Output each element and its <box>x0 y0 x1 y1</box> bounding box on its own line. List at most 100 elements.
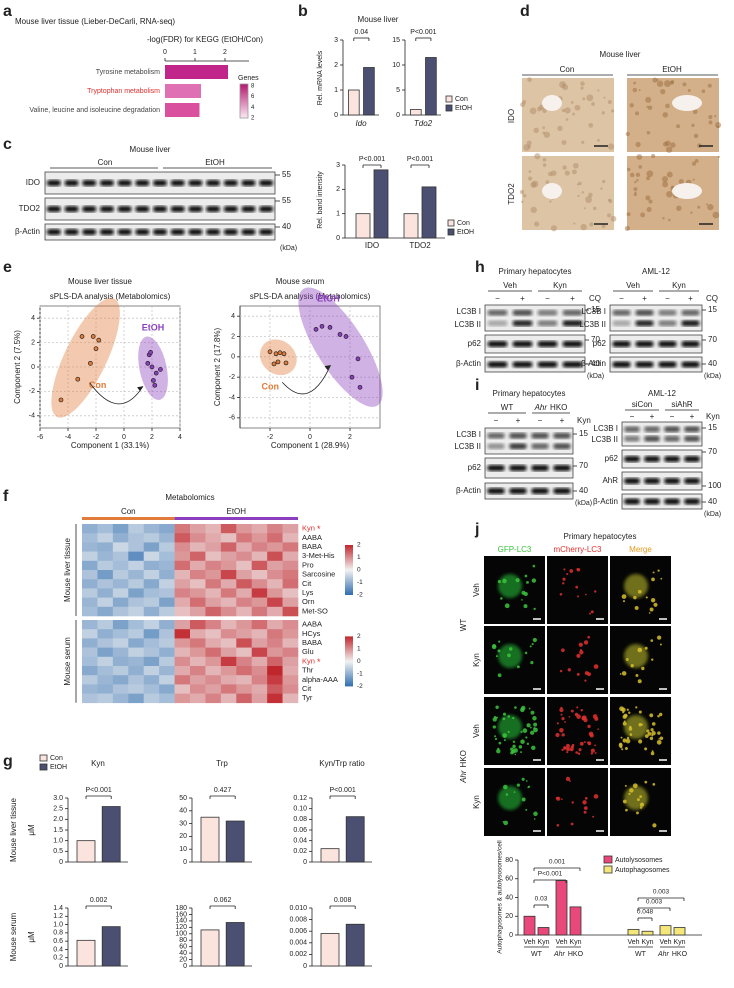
tissue-texture <box>533 127 539 134</box>
heatmap-cell <box>174 588 191 598</box>
puncta <box>492 725 496 729</box>
p-value: P<0.001 <box>329 787 355 794</box>
y-tick-label: 0.010 <box>289 905 307 912</box>
blot-band <box>684 478 700 484</box>
bar <box>320 933 340 967</box>
tissue-texture <box>676 124 681 129</box>
tissue-texture <box>635 172 641 177</box>
heatmap-cell <box>128 579 145 589</box>
blot-band <box>624 426 640 433</box>
tissue-texture <box>528 170 532 173</box>
tissue-texture <box>564 107 571 114</box>
heatmap-cell <box>143 647 160 658</box>
blot-band <box>487 320 508 327</box>
heatmap-cell <box>128 533 145 543</box>
heatmap-cell <box>97 597 114 608</box>
heatmap-cell <box>220 684 237 694</box>
blot-band <box>188 206 203 212</box>
y-tick-label: 3 <box>336 162 340 169</box>
puncta <box>576 568 579 571</box>
blot-band <box>487 443 505 450</box>
y-tick-label: 1 <box>336 211 340 218</box>
heatmap-cell <box>282 638 299 648</box>
heatmap-cell <box>82 684 98 694</box>
x-tick-label: Kyn <box>673 939 685 946</box>
x-tick-label: -4 <box>65 434 71 441</box>
heatmap-cell <box>97 684 114 694</box>
highlight-marker: * <box>317 524 321 534</box>
heatmap-cell <box>220 606 237 617</box>
blot-band <box>644 426 660 433</box>
heatmap-cell <box>220 542 237 552</box>
tissue-texture <box>597 89 600 92</box>
heatmap-cell <box>159 560 175 571</box>
category-label: Tryptophan metabolism <box>87 88 160 95</box>
heatmap-cell <box>143 551 160 562</box>
blot-band <box>99 180 114 186</box>
label: Mouse liver <box>358 15 399 24</box>
puncta <box>592 815 595 818</box>
heatmap-cell <box>190 693 206 704</box>
y-tick-label: 60 <box>179 944 187 951</box>
tissue-texture <box>578 181 582 186</box>
tissue-texture <box>593 206 597 211</box>
tissue-texture <box>607 198 611 202</box>
colorbar <box>239 83 249 119</box>
marker-label: 40 <box>591 359 600 368</box>
tissue-texture <box>573 222 576 225</box>
heatmap-cell <box>220 588 237 598</box>
label: WT <box>531 951 543 958</box>
puncta <box>560 713 563 716</box>
puncta <box>494 735 497 738</box>
heatmap-cell <box>267 524 283 534</box>
blot-row-label: p62 <box>605 454 619 463</box>
puncta <box>526 580 529 584</box>
heatmap-cell <box>159 620 175 630</box>
puncta <box>533 722 538 727</box>
blot-band <box>658 309 677 316</box>
puncta <box>521 590 526 595</box>
heatmap-cell <box>220 597 237 608</box>
y-tick-label: 2 <box>231 333 235 340</box>
heatmap-cell <box>190 638 206 648</box>
colorbar <box>345 636 353 687</box>
row-label: Tyr <box>302 693 313 702</box>
heatmap-cell <box>220 620 237 630</box>
blot-band <box>612 309 631 316</box>
block-label: Mouse serum <box>63 637 72 686</box>
blot-band <box>509 432 527 439</box>
genotype-label: AhrHKO <box>459 750 468 784</box>
heatmap-cell <box>143 675 160 685</box>
tissue-texture <box>603 96 606 99</box>
heatmap-cell <box>112 551 129 562</box>
tissue-texture <box>527 77 532 82</box>
heatmap-cell <box>112 629 129 639</box>
panel-letter: h <box>475 259 485 276</box>
y-axis-label: Component 2 (7.5%) <box>13 330 22 404</box>
tissue-texture <box>634 191 637 194</box>
heatmap-cell <box>82 656 98 667</box>
tissue-texture <box>682 82 687 87</box>
puncta <box>497 580 502 584</box>
vessel <box>542 183 562 199</box>
heatmap-cell <box>267 675 283 685</box>
heatmap-cell <box>128 588 145 598</box>
cell-nucleus <box>624 715 648 739</box>
puncta <box>621 748 624 751</box>
heatmap-cell <box>159 579 175 589</box>
heatmap-cell <box>282 588 299 598</box>
puncta <box>575 751 578 754</box>
tissue-texture <box>577 194 580 198</box>
puncta <box>510 750 514 755</box>
tissue-texture <box>549 200 552 203</box>
heatmap-cell <box>220 524 237 534</box>
blot-band <box>509 488 527 494</box>
micrograph <box>547 768 608 836</box>
heatmap-cell <box>143 542 160 552</box>
treatment-label: Kyn <box>472 795 481 809</box>
panel-letter: j <box>474 521 479 538</box>
heatmap-cell <box>251 693 268 704</box>
puncta <box>503 739 506 742</box>
blot-row-label: LC3B II <box>454 442 481 451</box>
